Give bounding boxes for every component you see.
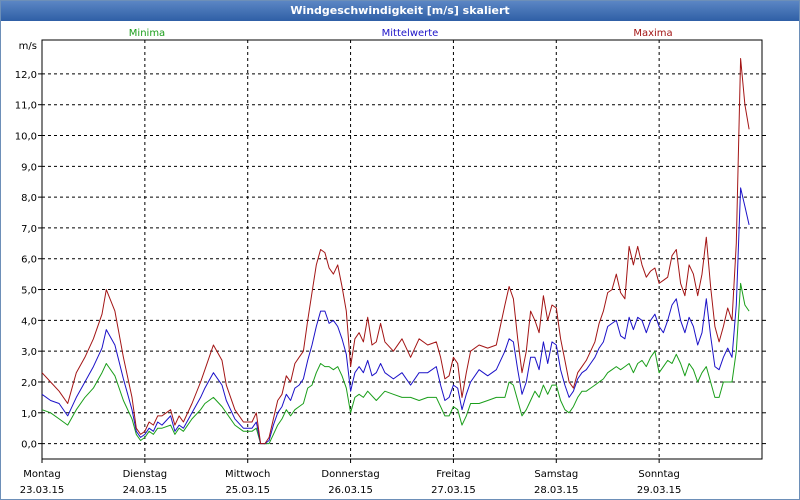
y-axis-label: m/s [19, 41, 37, 52]
y-tick-label: 0,0 [21, 440, 37, 451]
legend-entry: Minima [129, 28, 165, 39]
x-tick-day: Donnerstag [321, 469, 379, 480]
x-tick-day: Montag [23, 469, 60, 480]
x-tick-day: Dienstag [123, 469, 168, 480]
y-tick-label: 4,0 [21, 316, 37, 327]
y-tick-label: 3,0 [21, 347, 37, 358]
x-tick-date: 28.03.15 [534, 485, 579, 496]
y-axis: 0,0 1,0 2,0 3,0 4,0 5,0 6,0 7,0 8,0 9,0 10,0 11,0 12… [15, 41, 766, 451]
x-tick-day: Freitag [436, 469, 470, 480]
series-lines [41, 58, 750, 445]
y-tick-label: 11,0 [15, 101, 37, 112]
x-tick-date: 23.03.15 [20, 485, 65, 496]
x-tick-date: 26.03.15 [328, 485, 373, 496]
series-line [41, 282, 750, 445]
y-tick-label: 2,0 [21, 378, 37, 389]
x-tick-day: Samstag [534, 469, 578, 480]
legend-entry: Maxima [633, 28, 672, 39]
y-tick-label: 1,0 [21, 409, 37, 420]
x-tick-date: 25.03.15 [225, 485, 270, 496]
y-tick-label: 7,0 [21, 224, 37, 235]
x-tick-day: Sonntag [638, 469, 680, 480]
y-tick-label: 5,0 [21, 286, 37, 297]
series-line [41, 187, 750, 445]
y-tick-label: 8,0 [21, 193, 37, 204]
y-tick-label: 9,0 [21, 162, 37, 173]
x-axis: Montag 23.03.15 Dienstag 24.03.15 Mittwoch 25… [20, 459, 682, 496]
window-title: Windgeschwindigkeit [m/s] skaliert [1, 1, 799, 21]
legend-entry: Mittelwerte [382, 28, 439, 39]
x-tick-date: 24.03.15 [123, 485, 168, 496]
y-tick-label: 6,0 [21, 255, 37, 266]
x-tick-date: 29.03.15 [637, 485, 682, 496]
plot-area [41, 39, 763, 460]
legend: Minima Mittelwerte Maxima [129, 28, 673, 39]
wind-speed-chart: 0,0 1,0 2,0 3,0 4,0 5,0 6,0 7,0 8,0 9,0 10,0 11,0 12… [15, 28, 766, 496]
x-tick-day: Mittwoch [225, 469, 270, 480]
x-tick-date: 27.03.15 [431, 485, 476, 496]
y-tick-label: 10,0 [15, 132, 37, 143]
y-tick-label: 12,0 [15, 70, 37, 81]
series-line [41, 58, 750, 445]
